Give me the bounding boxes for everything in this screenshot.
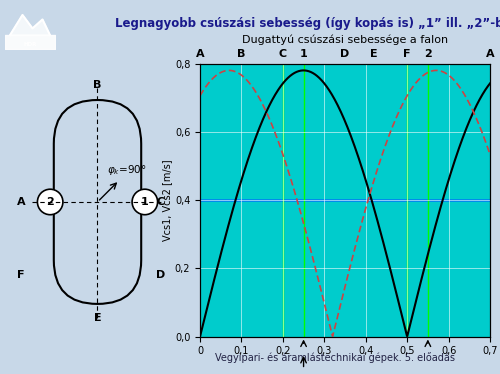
Text: $\varphi_k$=90°: $\varphi_k$=90° (106, 163, 146, 177)
Text: F: F (18, 270, 25, 280)
Title: Dugattyú csúszási sebessége a falon: Dugattyú csúszási sebessége a falon (242, 35, 448, 45)
Text: C: C (156, 197, 165, 207)
Text: B: B (94, 80, 102, 91)
Polygon shape (10, 15, 50, 35)
Text: 2: 2 (46, 197, 54, 207)
vcs1 (325, 86, 331, 91)
vcs1 (300, 68, 306, 73)
Text: HDR: HDR (24, 42, 36, 47)
vcs1 (314, 74, 320, 79)
vcs1 (226, 219, 232, 223)
Y-axis label: Vcs1, Vcs2 [m/s]: Vcs1, Vcs2 [m/s] (162, 159, 172, 241)
vcs2 (197, 94, 203, 98)
Text: 1: 1 (141, 197, 148, 207)
Text: A: A (16, 197, 26, 207)
Text: E: E (94, 313, 102, 324)
vcs2 (325, 316, 331, 321)
Text: Vegyipari- és áramlástechnikai gépek. 5. előadás: Vegyipari- és áramlástechnikai gépek. 5.… (215, 352, 455, 363)
vcs1 (424, 258, 430, 262)
vcs2 (429, 69, 435, 73)
vcs1 (487, 81, 493, 86)
vcs2 (226, 68, 232, 73)
vcs1 (428, 237, 434, 242)
vcs2 (424, 71, 430, 76)
vcs1 (197, 334, 203, 339)
vcs2 (227, 68, 233, 73)
vcs2 (487, 152, 493, 157)
Circle shape (38, 189, 63, 215)
vcs1 (396, 303, 402, 308)
vcs2 (330, 334, 336, 338)
vcs2 (396, 108, 402, 112)
vcs2 (314, 274, 320, 279)
Text: Legnagyobb csúszási sebesség (így kopás is) „1” ill. „2”-ben van: Legnagyobb csúszási sebesség (így kopás … (115, 17, 500, 30)
Line: vcs2: vcs2 (200, 70, 490, 336)
Circle shape (132, 189, 158, 215)
X-axis label: x [m]: x [m] (332, 373, 358, 374)
Text: D: D (156, 270, 165, 280)
Line: vcs1: vcs1 (200, 70, 490, 337)
